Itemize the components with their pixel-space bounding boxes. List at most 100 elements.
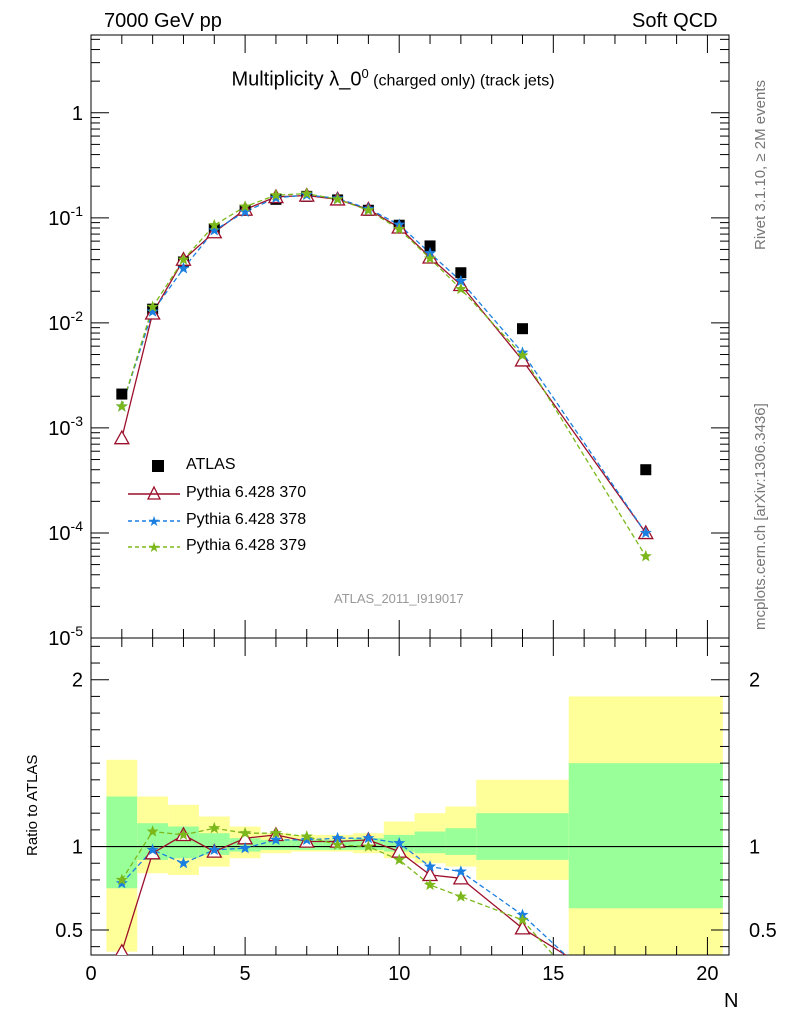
ratio-point-379 bbox=[239, 826, 252, 839]
analysis-watermark: ATLAS_2011_I919017 bbox=[334, 591, 464, 606]
ratio-point-378 bbox=[177, 856, 190, 869]
ratio-point-378 bbox=[454, 865, 467, 877]
ratio-point-379 bbox=[393, 853, 406, 866]
ratio-y-axis-label: Ratio to ATLAS bbox=[24, 754, 41, 856]
chart-title: Multiplicity λ_00 (charged only) (track … bbox=[0, 66, 786, 92]
ratio-point-379 bbox=[454, 890, 467, 902]
rivet-label: Rivet 3.1.10, ≥ 2M events bbox=[752, 80, 769, 250]
legend-label-379: Pythia 6.428 379 bbox=[186, 537, 307, 554]
band-inner bbox=[414, 831, 446, 854]
ratio-point-379 bbox=[300, 830, 313, 842]
legend-label-370: Pythia 6.428 370 bbox=[186, 484, 307, 501]
svg-text:★: ★ bbox=[148, 513, 161, 529]
x-tick-label: 15 bbox=[542, 963, 564, 985]
x-tick-label: 10 bbox=[388, 963, 410, 985]
ratio-point-379 bbox=[115, 873, 128, 886]
point-atlas bbox=[116, 388, 128, 400]
point-379 bbox=[146, 300, 159, 313]
ratio-point-378 bbox=[300, 833, 313, 846]
x-axis-label: N bbox=[724, 990, 739, 1012]
y-tick-label: 10-5 bbox=[48, 623, 83, 650]
title-sup: 0 bbox=[361, 66, 369, 81]
point-378 bbox=[239, 205, 252, 217]
series-line-379 bbox=[121, 192, 647, 557]
point-370 bbox=[514, 351, 531, 367]
point-atlas bbox=[455, 267, 467, 279]
ratio-point-378 bbox=[146, 843, 159, 856]
ratio-y-tick-label: 2 bbox=[72, 670, 83, 692]
point-379 bbox=[208, 218, 221, 231]
point-379 bbox=[115, 400, 128, 412]
header-right: Soft QCD bbox=[632, 10, 718, 32]
ratio-point-378 bbox=[208, 843, 221, 856]
y-tick-label: 10-2 bbox=[48, 308, 83, 335]
y-tick-label: 10-3 bbox=[48, 413, 83, 440]
ratio-point-379 bbox=[177, 828, 190, 841]
band-inner bbox=[445, 828, 477, 855]
ratio-y-tick-label-right: 2 bbox=[749, 670, 760, 692]
ratio-point-379 bbox=[331, 838, 344, 851]
point-379 bbox=[516, 349, 529, 361]
header-left: 7000 GeV pp bbox=[104, 10, 222, 32]
ratio-point-378 bbox=[239, 841, 252, 854]
ratio-point-370 bbox=[115, 943, 129, 955]
y-tick-label: 10-4 bbox=[48, 518, 83, 545]
ratio-y-tick-label: 1 bbox=[72, 837, 83, 859]
band-inner bbox=[476, 813, 569, 860]
ratio-point-379 bbox=[423, 878, 437, 891]
main-panel: 10-5 10-4 10-3 10-2 10-1 1 bbox=[48, 34, 730, 650]
point-379 bbox=[639, 549, 652, 562]
ratio-y-tick-label-right: 0.5 bbox=[749, 920, 777, 942]
ratio-point-379 bbox=[208, 821, 221, 834]
point-atlas bbox=[516, 323, 528, 335]
ratio-point-379 bbox=[362, 840, 375, 852]
ratio-point-379 bbox=[269, 826, 282, 839]
x-tick-label: 5 bbox=[240, 963, 251, 985]
mcplots-label: mcplots.cern.ch [arXiv:1306.3436] bbox=[752, 403, 769, 630]
point-379 bbox=[362, 203, 375, 216]
ratio-point-370 bbox=[514, 919, 531, 935]
point-379 bbox=[423, 252, 437, 264]
ratio-point-378 bbox=[269, 833, 282, 846]
point-378 bbox=[177, 262, 190, 274]
svg-text:★: ★ bbox=[148, 539, 161, 555]
point-378 bbox=[639, 526, 652, 539]
y-tick-label: 10-1 bbox=[48, 203, 83, 230]
title-sub: (charged only) (track jets) bbox=[368, 72, 555, 90]
ratio-point-370 bbox=[452, 869, 469, 885]
ratio-panel: 0 5 10 15 20 0.5 0.5 1 1 2 2 bbox=[55, 637, 777, 985]
ratio-point-378 bbox=[423, 860, 437, 872]
band-inner bbox=[260, 839, 292, 850]
point-379 bbox=[331, 192, 344, 205]
point-379 bbox=[300, 187, 313, 199]
x-tick-label: 0 bbox=[85, 963, 96, 985]
point-379 bbox=[177, 253, 190, 265]
series-line-370 bbox=[121, 194, 647, 534]
point-370 bbox=[113, 429, 130, 445]
band-inner bbox=[568, 763, 723, 909]
point-378 bbox=[208, 223, 221, 236]
legend-label-atlas: ATLAS bbox=[186, 456, 236, 473]
ratio-point-379 bbox=[146, 825, 159, 837]
ratio-line-378 bbox=[121, 837, 567, 955]
band-inner bbox=[106, 796, 138, 889]
ratio-point-378 bbox=[115, 876, 128, 889]
ratio-y-tick-label-right: 1 bbox=[749, 837, 760, 859]
ratio-point-378 bbox=[393, 836, 406, 849]
title-main: Multiplicity λ_0 bbox=[231, 68, 362, 91]
point-atlas bbox=[640, 464, 652, 476]
ratio-point-379 bbox=[516, 913, 529, 926]
series-line-378 bbox=[121, 194, 647, 534]
legend-label-378: Pythia 6.428 378 bbox=[186, 511, 307, 528]
point-379 bbox=[239, 200, 252, 212]
x-tick-label: 20 bbox=[696, 963, 718, 985]
point-379 bbox=[454, 282, 467, 295]
point-379 bbox=[393, 222, 406, 235]
point-378 bbox=[146, 305, 159, 317]
ratio-y-tick-label: 0.5 bbox=[55, 920, 83, 942]
ratio-series bbox=[115, 821, 567, 955]
point-atlas bbox=[424, 240, 436, 252]
point-379 bbox=[269, 188, 282, 201]
y-tick-label: 1 bbox=[72, 103, 83, 125]
